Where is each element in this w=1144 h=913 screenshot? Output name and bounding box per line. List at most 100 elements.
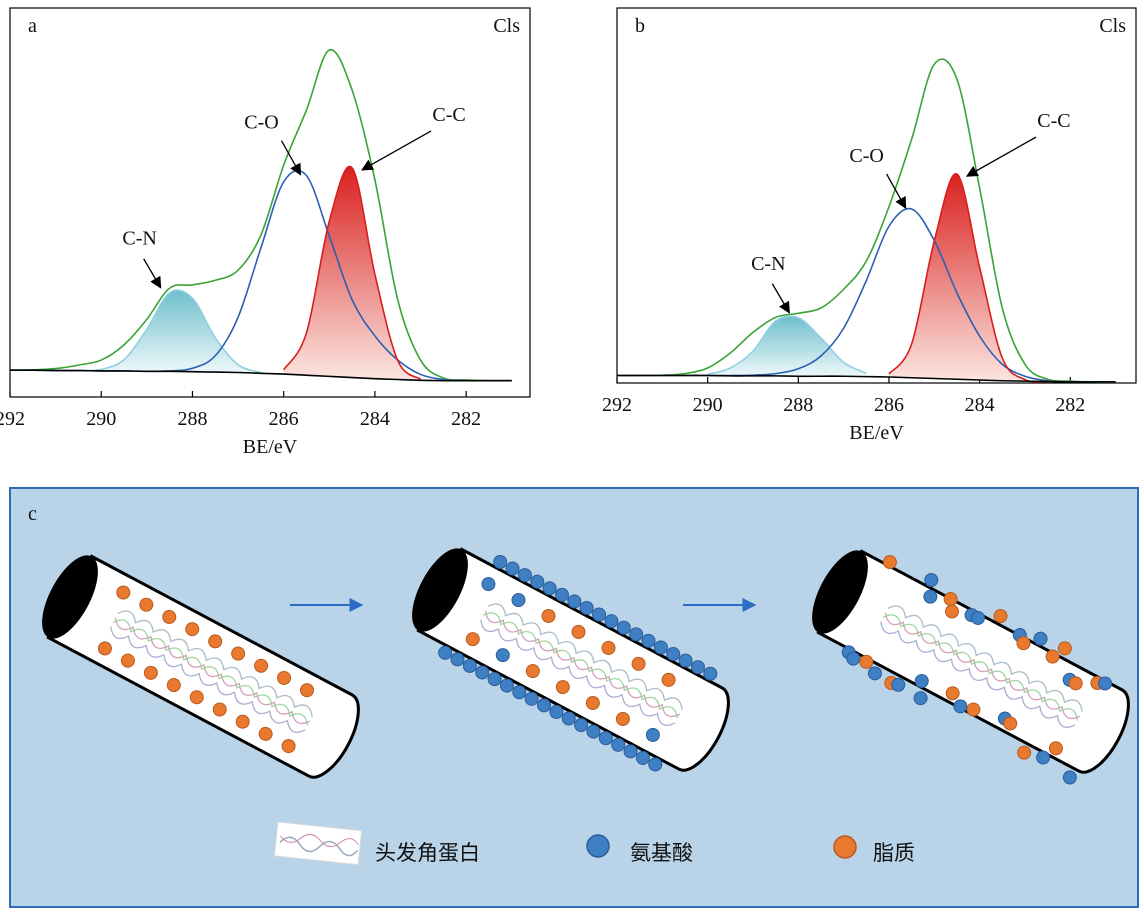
lipid (1045, 649, 1060, 664)
amino-acid (653, 640, 668, 655)
amino-acid (524, 691, 539, 706)
amino-acid (648, 757, 663, 772)
x-tick-label: 284 (360, 408, 390, 430)
peak-label: C-N (122, 228, 156, 250)
lipid (631, 656, 646, 671)
lipid (120, 653, 135, 668)
keratin (482, 612, 679, 719)
amino-acid (846, 651, 861, 666)
lipid (1003, 716, 1018, 731)
amino-acid (623, 744, 638, 759)
x-tick-label: 282 (1055, 394, 1085, 416)
amino-acid (923, 589, 938, 604)
lipid (162, 609, 177, 624)
x-tick-label: 292 (602, 394, 632, 416)
amino-acid (495, 648, 510, 663)
lipid (231, 646, 246, 661)
amino-acid (579, 600, 594, 615)
lipid (189, 690, 204, 705)
lipid (235, 714, 250, 729)
amino-acid (438, 645, 453, 660)
peak-area (707, 316, 867, 377)
lipid (277, 670, 292, 685)
amino-acid (891, 677, 906, 692)
amino-acid (611, 737, 626, 752)
keratin (117, 610, 313, 717)
peak-label: C-N (751, 253, 785, 275)
curve (9, 169, 512, 382)
amino-acid (1033, 631, 1048, 646)
plot-frame (9, 7, 531, 398)
lipid (185, 622, 200, 637)
lipid (166, 678, 181, 693)
corner-label: Cls (493, 15, 520, 37)
peak-arrow (771, 283, 790, 314)
amino-acid (475, 665, 490, 680)
chart: a Cls BE/eV 292 290 288 286 284 282 C-N C-O C-C (0, 7, 531, 458)
curve (616, 58, 1116, 383)
x-tick-label: 290 (86, 408, 116, 430)
peak-arrow (886, 173, 907, 210)
lipid (525, 664, 540, 679)
legend-lipid-icon (833, 835, 857, 859)
x-axis-label: BE/eV (243, 436, 298, 458)
amino-acid (450, 652, 465, 667)
amino-acid (616, 620, 631, 635)
curve (617, 374, 1116, 383)
curve (283, 165, 422, 380)
peak-label: C-O (849, 145, 883, 167)
amino-acid (586, 724, 601, 739)
lipid (966, 702, 981, 717)
peak-area (888, 173, 1048, 382)
amino-acid (561, 711, 576, 726)
curve (707, 315, 867, 376)
fiber-end (812, 550, 868, 634)
amino-acid (549, 704, 564, 719)
amino-acid (645, 727, 660, 742)
peak-arrow (280, 140, 302, 176)
x-tick-label: 286 (269, 408, 299, 430)
amino-acid (641, 633, 656, 648)
amino-acid (481, 577, 496, 592)
hair-diagram (42, 547, 1130, 785)
amino-acid (574, 718, 589, 733)
amino-acid (512, 685, 527, 700)
peak-label: C-O (244, 112, 278, 134)
peak-arrow (143, 258, 162, 289)
keratin (487, 603, 683, 710)
amino-acid (517, 568, 532, 583)
amino-acid (666, 646, 681, 661)
lipid (116, 585, 131, 600)
lipid (615, 711, 630, 726)
curve (888, 173, 1048, 383)
curve (9, 369, 512, 382)
amino-acid (555, 587, 570, 602)
peak-label: C-C (432, 104, 465, 126)
amino-acid (635, 750, 650, 765)
curve (78, 289, 262, 374)
x-tick-label: 288 (783, 394, 813, 416)
peak-label: C-C (1037, 110, 1070, 132)
amino-acid (542, 581, 557, 596)
peak-arrow (361, 130, 432, 171)
lipid (945, 686, 960, 701)
amino-acid (690, 660, 705, 675)
amino-acid (629, 627, 644, 642)
panel-label: a (28, 15, 37, 37)
x-tick-label: 286 (874, 394, 904, 416)
lipid (143, 665, 158, 680)
lipid (258, 726, 273, 741)
fiber-end (42, 555, 98, 639)
lipid (1068, 676, 1083, 691)
lipid (661, 672, 676, 687)
amino-acid (970, 610, 985, 625)
lipid (1048, 741, 1063, 756)
lipid (571, 624, 586, 639)
x-tick-label: 290 (693, 394, 723, 416)
amino-acid (567, 594, 582, 609)
amino-acid (953, 699, 968, 714)
keratin (112, 619, 309, 726)
lipid (254, 658, 269, 673)
lipid (944, 604, 959, 619)
